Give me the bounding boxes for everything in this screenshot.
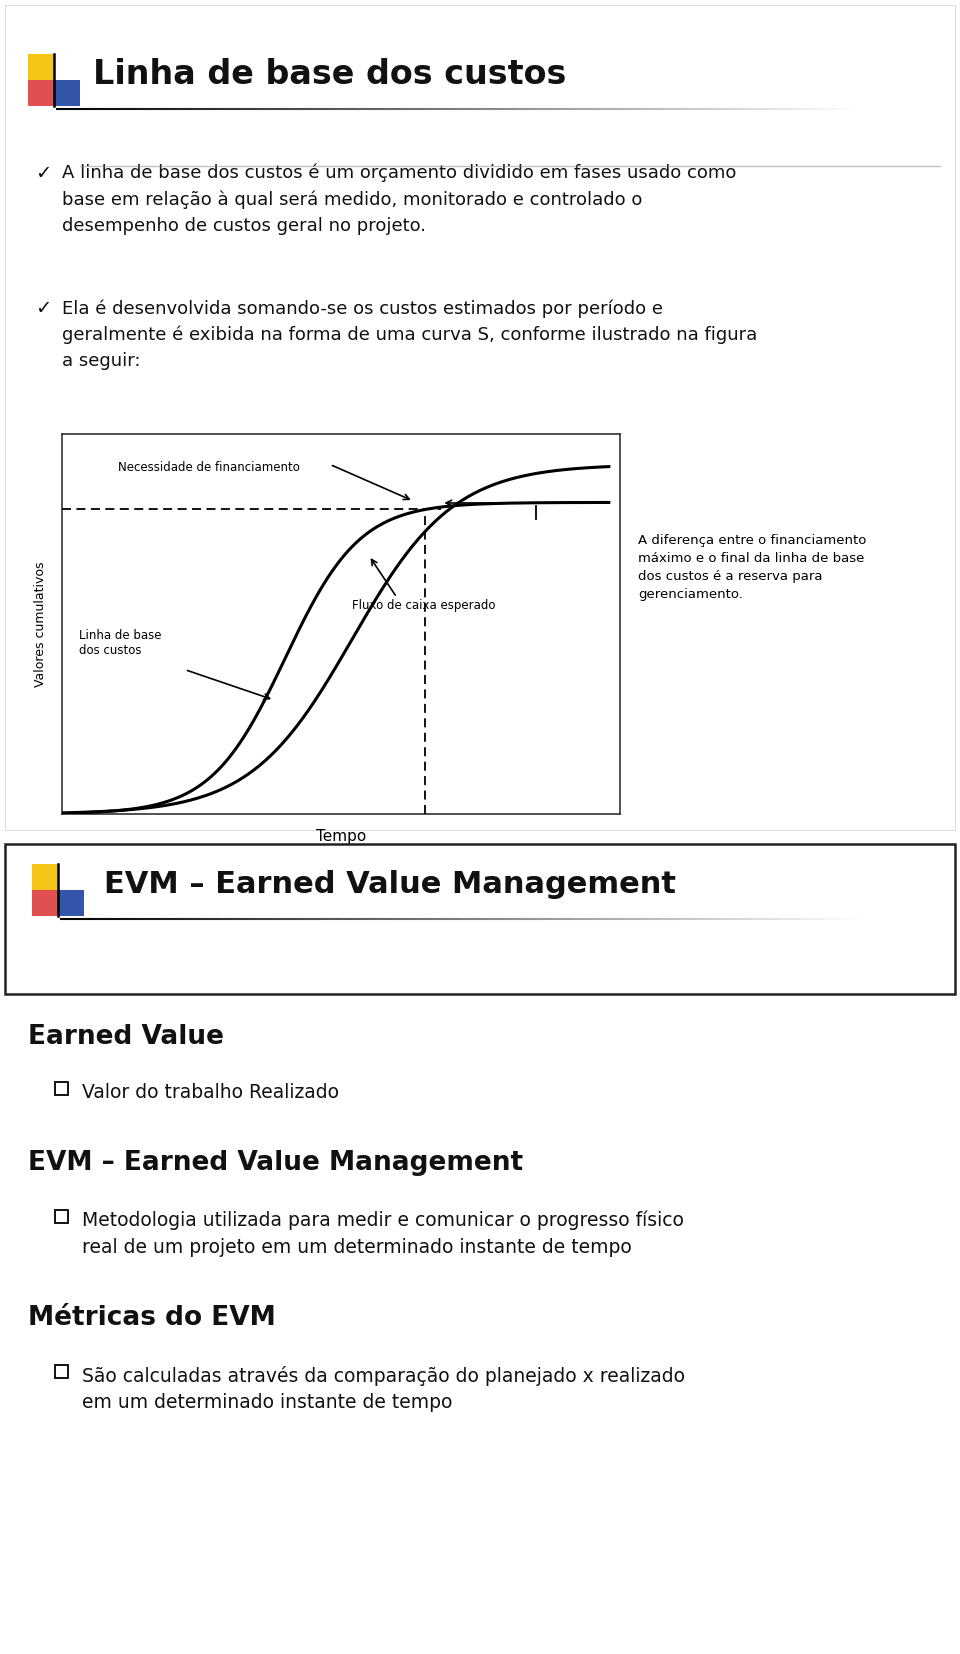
Text: São calculadas através da comparação do planejado x realizado
em um determinado : São calculadas através da comparação do … [82,1366,685,1413]
Bar [55,1211,68,1222]
Text: Linha de base dos custos: Linha de base dos custos [93,58,566,91]
Bar [28,79,54,106]
Text: Earned Value: Earned Value [28,1024,224,1050]
Text: Fluxo de caixa esperado: Fluxo de caixa esperado [352,599,495,612]
Text: EVM – Earned Value Management: EVM – Earned Value Management [104,870,676,900]
Text: Tempo: Tempo [316,829,366,844]
Text: ✓: ✓ [35,299,52,318]
Text: Linha de base
dos custos: Linha de base dos custos [79,629,161,657]
Bar [5,5,955,830]
Text: EVM – Earned Value Management: EVM – Earned Value Management [28,1150,523,1176]
Bar [55,1365,68,1378]
Bar [5,844,955,994]
Text: Metodologia utilizada para medir e comunicar o progresso físico
real de um proje: Metodologia utilizada para medir e comun… [82,1211,684,1257]
Bar [32,890,58,916]
Bar [55,1082,68,1095]
Text: ✓: ✓ [35,164,52,184]
Text: A linha de base dos custos é um orçamento dividido em fases usado como
base em r: A linha de base dos custos é um orçament… [62,164,736,235]
Text: Ela é desenvolvida somando-se os custos estimados por período e
geralmente é exi: Ela é desenvolvida somando-se os custos … [62,299,757,370]
Text: Valores cumulativos: Valores cumulativos [34,561,46,686]
Bar [28,55,54,79]
Bar [54,79,80,106]
Text: Valor do trabalho Realizado: Valor do trabalho Realizado [82,1083,339,1102]
Bar [58,890,84,916]
Text: Métricas do EVM: Métricas do EVM [28,1305,276,1331]
Bar [32,863,58,890]
Text: A diferença entre o financiamento
máximo e o final da linha de base
dos custos é: A diferença entre o financiamento máximo… [638,534,866,600]
Text: Necessidade de financiamento: Necessidade de financiamento [118,460,300,473]
